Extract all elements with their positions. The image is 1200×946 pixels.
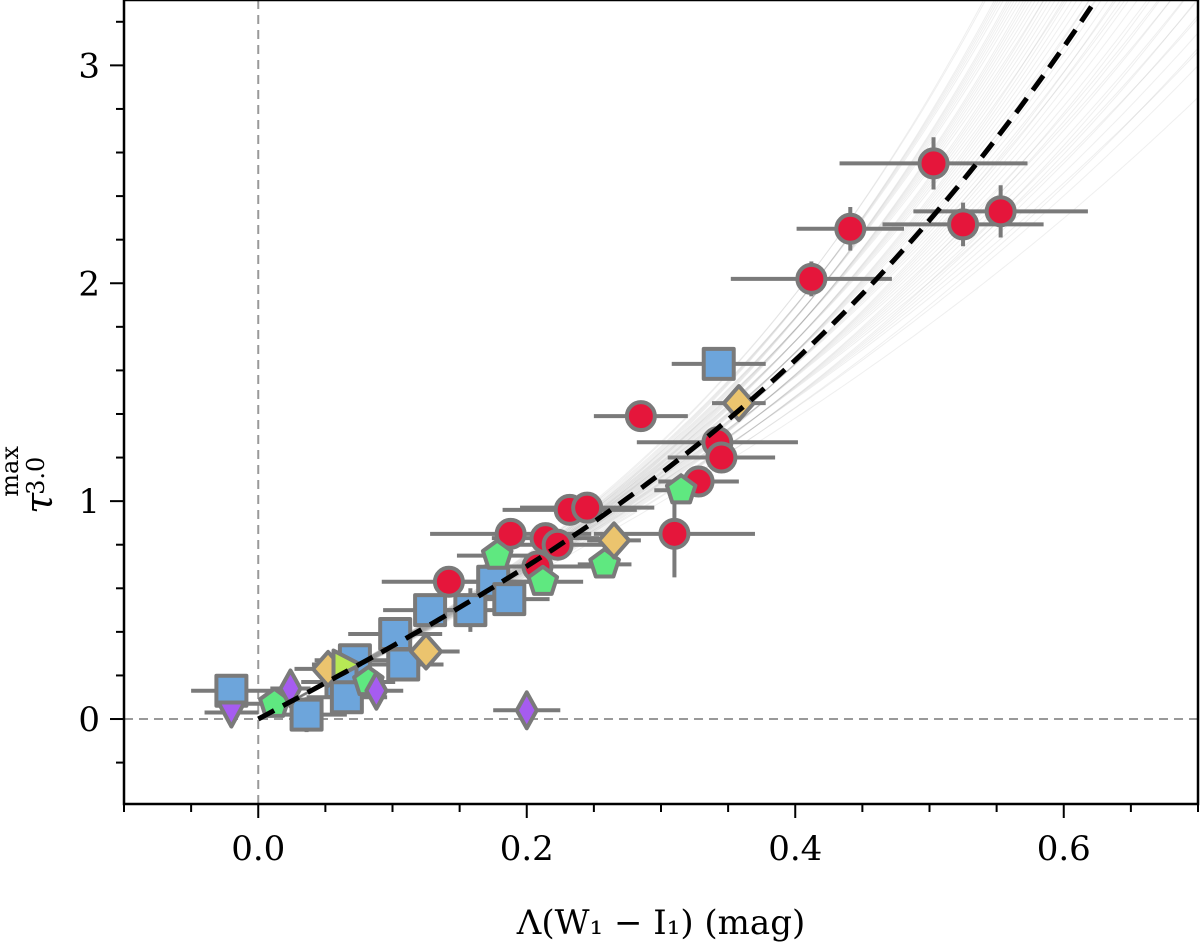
y-axis-label: τ3.0max (0, 446, 61, 514)
y-axis-label-base: τ (17, 492, 61, 514)
thin-diamond-marker (514, 690, 539, 731)
x-tick-label: 0.4 (768, 829, 822, 869)
circle-marker (571, 491, 604, 524)
circle-marker (494, 517, 527, 550)
x-axis-label: Λ(W₁ − I₁) (mag) (516, 903, 805, 943)
x-tick-label: 0.0 (231, 829, 285, 869)
fit-curve-group (257, 0, 1099, 722)
square-marker (453, 593, 488, 628)
circle-marker (917, 147, 950, 180)
square-marker (701, 346, 736, 381)
triangle-down-marker (216, 700, 247, 729)
y-tick-label: 2 (78, 264, 100, 304)
y-tick-label: 0 (78, 700, 100, 740)
y-axis-label-sub: 3.0 (22, 457, 50, 495)
circle-marker (658, 517, 691, 550)
y-axis-ticks: 0 1 2 3 (78, 20, 124, 764)
x-axis-ticks: 0.0 0.2 0.4 0.6 (123, 804, 1199, 869)
y-tick-label: 3 (78, 46, 100, 86)
fit-sample-curve (258, 0, 1002, 720)
square-marker (492, 582, 527, 617)
circle-marker (834, 212, 867, 245)
circle-marker (624, 400, 657, 433)
circle-marker (432, 565, 465, 598)
diamond-marker (409, 632, 444, 671)
x-tick-label: 0.6 (1037, 829, 1091, 869)
pentagon-marker (480, 538, 514, 570)
y-axis-label-sup: max (0, 446, 24, 497)
diamond-marker (721, 384, 756, 423)
diamond-marker (597, 521, 632, 560)
circle-marker (795, 262, 828, 295)
fit-sample-curve (258, 0, 1022, 720)
pentagon-marker (526, 564, 560, 596)
thin-diamond-marker (364, 670, 389, 711)
square-marker (289, 697, 324, 732)
fit-curve (257, 0, 1099, 722)
fit-sample-curve (258, 0, 1064, 720)
x-tick-label: 0.2 (500, 829, 554, 869)
y-tick-label: 1 (78, 482, 100, 522)
circle-marker (705, 441, 738, 474)
data-markers (214, 147, 1017, 732)
pentagon-marker (664, 473, 698, 505)
circle-marker (947, 208, 980, 241)
circle-marker (984, 195, 1017, 228)
